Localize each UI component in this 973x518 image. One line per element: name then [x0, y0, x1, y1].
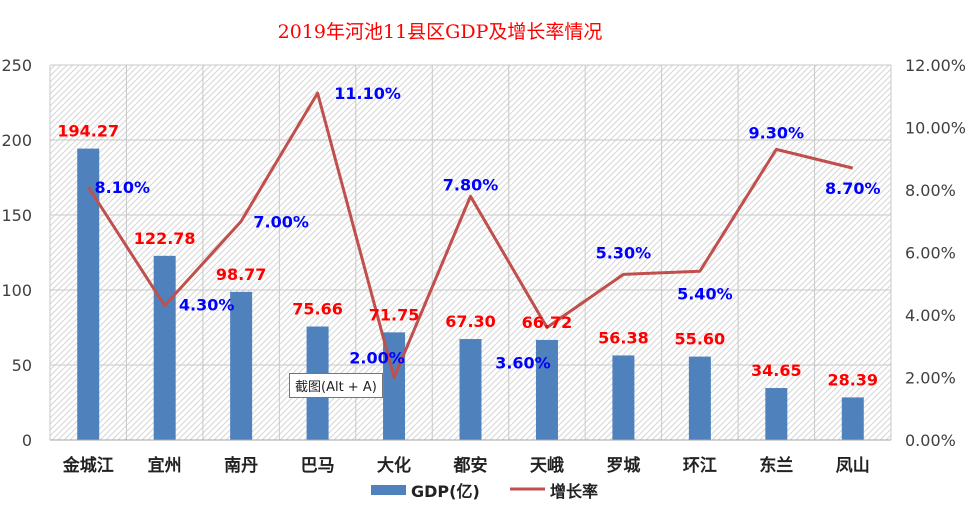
x-tick-label: 罗城: [606, 456, 640, 476]
y-right-tick-label: 4.00%: [905, 306, 956, 325]
y-right-tick-label: 6.00%: [905, 244, 956, 263]
line-data-label: 5.40%: [677, 284, 733, 303]
x-tick-label: 天峨: [530, 456, 564, 476]
line-data-label: 7.00%: [253, 212, 309, 231]
x-tick-label: 巴马: [301, 456, 335, 476]
y-right-tick-label: 12.00%: [905, 56, 966, 75]
line-data-label: 9.30%: [749, 123, 805, 142]
legend: GDP(亿) 增长率: [371, 482, 598, 501]
bar-data-label: 28.39: [827, 370, 878, 389]
x-tick-label: 金城江: [62, 455, 114, 476]
y-left-tick-label: 0: [22, 431, 32, 450]
line-data-label: 2.00%: [349, 349, 405, 368]
bar-gdp: [459, 339, 482, 440]
bar-gdp: [612, 355, 635, 440]
bar-data-label: 194.27: [57, 122, 119, 141]
legend-label-gdp: GDP(亿): [411, 482, 480, 501]
bar-data-label: 71.75: [369, 305, 420, 324]
bar-data-label: 122.78: [134, 229, 196, 248]
x-tick-label: 南丹: [224, 455, 258, 476]
bar-data-label: 67.30: [445, 312, 496, 331]
bar-data-label: 56.38: [598, 328, 649, 347]
bar-gdp: [153, 255, 176, 440]
y-left-tick-label: 150: [1, 206, 32, 225]
line-data-label: 3.60%: [495, 354, 551, 373]
y-right-tick-label: 0.00%: [905, 431, 956, 450]
x-tick-label: 东兰: [759, 455, 793, 476]
y-right-tick-label: 2.00%: [905, 369, 956, 388]
x-tick-label: 都安: [453, 455, 488, 476]
line-data-label: 8.70%: [825, 179, 881, 198]
bar-gdp: [765, 388, 788, 440]
bar-data-label: 66.72: [522, 313, 573, 332]
y-left-tick-label: 200: [1, 131, 32, 150]
y-right-tick-label: 10.00%: [905, 119, 966, 138]
y-left-tick-label: 250: [1, 56, 32, 75]
line-data-label: 5.30%: [596, 243, 652, 262]
line-data-label: 8.10%: [94, 178, 150, 197]
y-left-tick-label: 100: [1, 281, 32, 300]
y-right-tick-label: 8.00%: [905, 181, 956, 200]
x-tick-label: 环江: [683, 456, 717, 476]
line-data-label: 4.30%: [179, 296, 235, 315]
series-line-growth: [86, 91, 854, 379]
y-left-tick-label: 50: [12, 356, 32, 375]
x-tick-label: 凤山: [836, 456, 870, 476]
bar-gdp: [77, 148, 100, 440]
bar-gdp: [535, 339, 558, 440]
bar-data-label: 34.65: [751, 361, 802, 380]
screenshot-tooltip: 截图(Alt + A): [289, 373, 383, 398]
bar-data-label: 75.66: [292, 300, 343, 319]
bar-data-label: 98.77: [216, 265, 267, 284]
line-data-label: 7.80%: [443, 175, 499, 194]
chart-title: 2019年河池11县区GDP及增长率情况: [278, 21, 603, 43]
bar-data-label: 55.60: [675, 330, 726, 349]
x-tick-label: 宜州: [148, 455, 182, 476]
bar-gdp: [688, 356, 711, 440]
bar-gdp: [841, 397, 864, 440]
legend-swatch-bar: [371, 485, 406, 495]
legend-label-growth: 增长率: [550, 482, 598, 501]
x-tick-label: 大化: [377, 455, 411, 476]
line-data-label: 11.10%: [334, 84, 401, 103]
bar-gdp: [230, 291, 253, 440]
